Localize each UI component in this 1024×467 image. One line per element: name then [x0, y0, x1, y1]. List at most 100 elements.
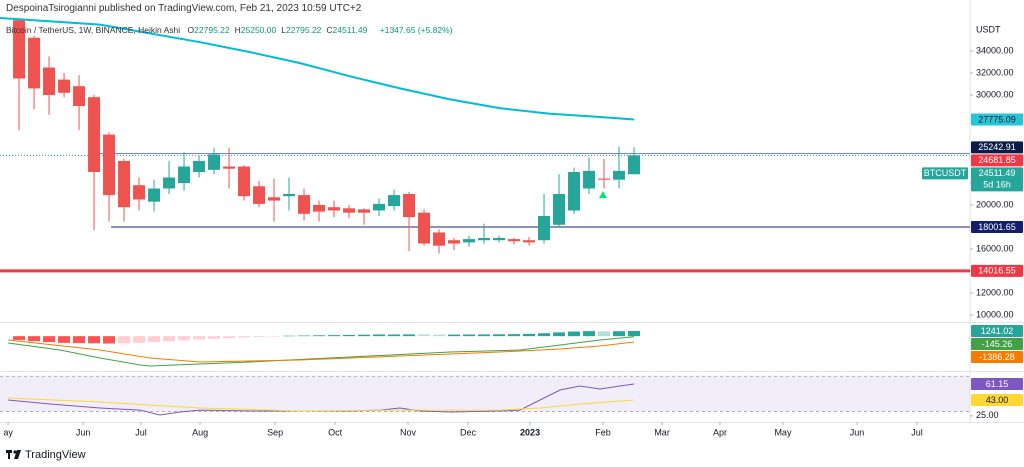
- x-tick-label: May: [774, 427, 792, 437]
- price-badge-label: 18001.65: [978, 222, 1016, 232]
- change: +1347.65 (+5.82%): [379, 25, 453, 35]
- histogram-bar: [313, 335, 326, 337]
- histogram-bar: [508, 334, 521, 337]
- candle-body: [388, 195, 401, 207]
- histogram-bar: [538, 333, 551, 337]
- ohlc-item: C24511.49: [326, 25, 367, 35]
- histogram-bar: [358, 334, 371, 337]
- y-tick-label: 12000.00: [976, 287, 1014, 297]
- candle-body: [538, 216, 551, 241]
- histogram-bar: [298, 335, 311, 337]
- candle-body: [148, 188, 161, 202]
- price-badge: [971, 378, 1023, 391]
- x-tick-label: Nov: [400, 427, 417, 437]
- candle-body: [13, 20, 26, 79]
- currency-label: USDT: [976, 24, 1001, 34]
- candle-body: [403, 194, 416, 218]
- price-badge: [971, 167, 1023, 192]
- candle-body: [268, 197, 281, 201]
- histogram-bar: [13, 336, 26, 340]
- histogram-bar: [253, 336, 266, 337]
- candle-body: [493, 238, 506, 241]
- histogram-bar: [403, 334, 416, 337]
- brand-logo: [6, 450, 21, 459]
- histogram-bar: [268, 336, 281, 337]
- histogram-bar: [388, 334, 401, 337]
- candle-body: [223, 166, 236, 169]
- candle-body: [238, 166, 251, 197]
- histogram-bar: [553, 332, 566, 337]
- price-badge-label: 24511.49: [979, 168, 1016, 178]
- candle-body: [568, 172, 581, 211]
- price-badge-label: 61.15: [986, 379, 1009, 389]
- x-tick-label: Aug: [192, 427, 208, 437]
- candle-body: [178, 166, 191, 184]
- histogram-bar: [133, 336, 146, 343]
- candle-body: [283, 194, 296, 197]
- histogram-bar: [433, 334, 446, 337]
- legend-line: Bitcoin / TetherUS, 1W, BINANCE, Heikin …: [6, 25, 453, 35]
- price-badge: [971, 324, 1023, 337]
- candle-body: [253, 186, 266, 204]
- histogram-bar: [418, 334, 431, 337]
- price-badge-label: 14016.55: [978, 266, 1016, 276]
- price-badge-label: 25242.91: [978, 142, 1016, 152]
- histogram-bar: [118, 336, 131, 344]
- candle-body: [298, 195, 311, 214]
- price-badge: [971, 113, 1023, 126]
- price-badge: [971, 394, 1023, 407]
- histogram-bar: [28, 336, 41, 342]
- histogram-bar: [88, 336, 101, 344]
- candle-body: [43, 67, 56, 96]
- histogram-bar: [163, 336, 176, 342]
- histogram-bar: [238, 336, 251, 338]
- price-badge: [971, 264, 1023, 277]
- candle-body: [418, 212, 431, 244]
- x-tick-label: ay: [3, 427, 13, 437]
- indicator-line: [8, 397, 635, 412]
- histogram-bar: [223, 336, 236, 339]
- x-tick-label: Jun: [850, 427, 865, 437]
- ohlc-value: 22795.22: [285, 25, 322, 35]
- candle-body: [103, 134, 116, 196]
- candle-body: [358, 209, 371, 213]
- candle-body: [133, 185, 146, 200]
- x-tick-label: Jun: [76, 427, 91, 437]
- price-badge: [971, 154, 1023, 167]
- ohlc: O22795.22 H25250.00 L22795.22 C24511.49: [188, 25, 373, 35]
- histogram-bar: [208, 336, 221, 339]
- histogram-bar: [523, 333, 536, 337]
- price-badge-label: 1241.02: [981, 326, 1014, 336]
- histogram-bar: [598, 331, 611, 337]
- price-badge-label: 24681.85: [978, 155, 1016, 165]
- ohlc-label: C: [326, 25, 333, 35]
- y-tick-label: 32000.00: [976, 67, 1014, 77]
- candle-body: [58, 79, 71, 93]
- histogram-bar: [448, 334, 461, 337]
- candle-body: [553, 194, 566, 225]
- brand-name: TradingView: [25, 449, 86, 461]
- indicator-line: [8, 339, 635, 363]
- y-tick-label: 25.00: [976, 410, 999, 420]
- ohlc-item: L22795.22: [281, 25, 321, 35]
- histogram-bar: [43, 336, 56, 343]
- indicator-line: [0, 17, 635, 121]
- histogram-bar: [583, 331, 596, 337]
- symbol-tag-label: BTCUSDT: [924, 168, 967, 178]
- x-tick-label: Jul: [911, 427, 923, 437]
- x-tick-label: Feb: [595, 427, 611, 437]
- candle-body: [523, 240, 536, 243]
- y-tick-label: 10000.00: [976, 309, 1014, 319]
- candle-body: [448, 240, 461, 244]
- ohlc-label: O: [187, 25, 195, 35]
- candle-body: [163, 177, 176, 189]
- y-tick-label: 30000.00: [976, 89, 1014, 99]
- price-badge: [971, 350, 1023, 363]
- candle-body: [88, 97, 101, 173]
- histogram-bar: [568, 331, 581, 337]
- price-badge: [971, 337, 1023, 350]
- candle-body: [628, 155, 641, 175]
- symbol-tag: [922, 167, 968, 180]
- price-badge: [971, 141, 1023, 154]
